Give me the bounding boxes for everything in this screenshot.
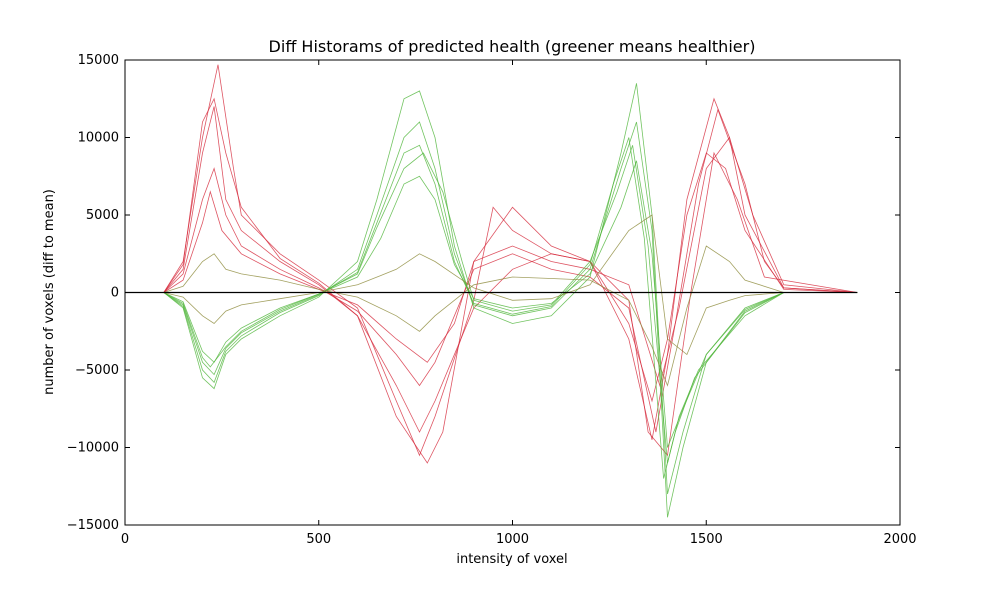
series-line-6 [125,121,858,518]
y-tick-label: −15000 [67,518,119,533]
x-tick-label: 500 [306,532,331,547]
y-tick-label: 15000 [78,53,119,68]
y-axis-label: number of voxels (diff to mean) [42,189,57,395]
y-axis-ticks: −15000 −10000 −5000 0 5000 10000 15000 [67,53,900,533]
series-line-2 [125,108,858,433]
x-axis-ticks: 0 500 1000 1500 2000 [121,60,917,547]
x-axis-label: intensity of voxel [456,552,567,567]
series-line-0 [125,106,858,433]
x-tick-label: 0 [121,532,129,547]
chart-title: Diff Historams of predicted health (gree… [269,37,756,56]
x-tick-label: 1500 [690,532,723,547]
y-tick-label: 10000 [78,131,119,146]
series-line-10 [125,245,858,387]
series-line-3 [125,136,858,387]
y-tick-label: 0 [111,286,119,301]
series-line-5 [125,83,858,495]
series-layer [125,64,858,518]
series-line-8 [125,137,858,479]
x-tick-label: 1000 [496,532,529,547]
y-tick-label: 5000 [86,208,119,223]
x-tick-label: 2000 [883,532,916,547]
y-tick-label: −10000 [67,441,119,456]
series-line-9 [125,160,858,448]
series-line-11 [125,214,858,356]
y-tick-label: −5000 [75,363,119,378]
